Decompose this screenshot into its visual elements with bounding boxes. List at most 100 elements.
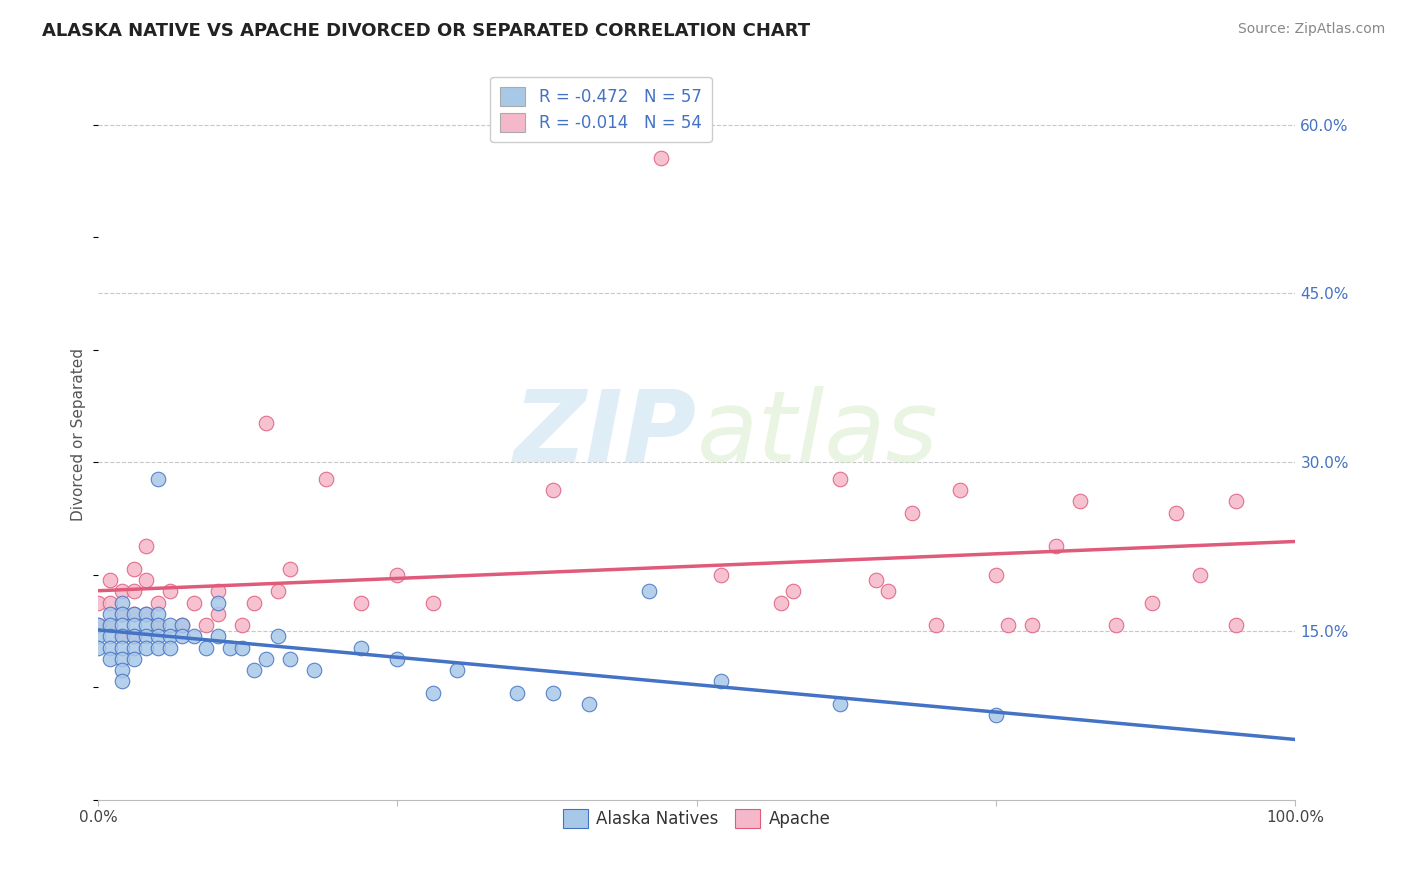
Point <box>1045 540 1067 554</box>
Point <box>710 567 733 582</box>
Point <box>194 618 217 632</box>
Point <box>901 506 924 520</box>
Point <box>207 584 229 599</box>
Point <box>159 630 181 644</box>
Point <box>782 584 804 599</box>
Point <box>278 562 301 576</box>
Point <box>111 652 134 666</box>
Point <box>266 630 288 644</box>
Point <box>830 697 852 711</box>
Point <box>350 596 373 610</box>
Point <box>997 618 1019 632</box>
Point <box>710 674 733 689</box>
Text: ALASKA NATIVE VS APACHE DIVORCED OR SEPARATED CORRELATION CHART: ALASKA NATIVE VS APACHE DIVORCED OR SEPA… <box>42 22 810 40</box>
Point <box>146 630 169 644</box>
Point <box>135 618 157 632</box>
Point <box>98 573 121 587</box>
Point <box>111 640 134 655</box>
Point <box>122 640 145 655</box>
Point <box>865 573 887 587</box>
Text: Source: ZipAtlas.com: Source: ZipAtlas.com <box>1237 22 1385 37</box>
Point <box>254 652 277 666</box>
Point <box>218 640 240 655</box>
Point <box>1069 494 1091 508</box>
Point <box>98 640 121 655</box>
Point <box>183 630 205 644</box>
Point <box>278 652 301 666</box>
Point <box>1140 596 1163 610</box>
Point <box>135 607 157 621</box>
Point <box>146 618 169 632</box>
Point <box>254 416 277 430</box>
Point <box>1021 618 1043 632</box>
Point <box>135 640 157 655</box>
Point <box>984 567 1007 582</box>
Point <box>159 618 181 632</box>
Point <box>122 618 145 632</box>
Point <box>387 652 409 666</box>
Point <box>135 607 157 621</box>
Point <box>111 630 134 644</box>
Point <box>122 652 145 666</box>
Point <box>170 618 193 632</box>
Point <box>135 573 157 587</box>
Point <box>111 584 134 599</box>
Point <box>350 640 373 655</box>
Point <box>87 596 110 610</box>
Point <box>183 596 205 610</box>
Point <box>87 630 110 644</box>
Point <box>231 640 253 655</box>
Point <box>111 663 134 677</box>
Point <box>242 663 264 677</box>
Point <box>87 618 110 632</box>
Point <box>122 630 145 644</box>
Point <box>87 618 110 632</box>
Point <box>122 630 145 644</box>
Point <box>769 596 792 610</box>
Point <box>302 663 325 677</box>
Point <box>98 618 121 632</box>
Point <box>122 607 145 621</box>
Point <box>159 584 181 599</box>
Point <box>146 640 169 655</box>
Point <box>146 596 169 610</box>
Point <box>506 686 529 700</box>
Point <box>170 618 193 632</box>
Point <box>1164 506 1187 520</box>
Point <box>242 596 264 610</box>
Point <box>541 686 564 700</box>
Point <box>877 584 900 599</box>
Point <box>578 697 600 711</box>
Point <box>146 607 169 621</box>
Point <box>98 630 121 644</box>
Point <box>650 152 672 166</box>
Point <box>207 596 229 610</box>
Point <box>146 472 169 486</box>
Point <box>98 596 121 610</box>
Point <box>984 708 1007 723</box>
Point <box>637 584 659 599</box>
Point <box>159 640 181 655</box>
Point <box>266 584 288 599</box>
Point <box>111 596 134 610</box>
Point <box>111 618 134 632</box>
Point <box>135 540 157 554</box>
Point <box>122 607 145 621</box>
Point <box>541 483 564 498</box>
Point <box>387 567 409 582</box>
Point <box>111 607 134 621</box>
Point <box>422 686 444 700</box>
Point <box>194 640 217 655</box>
Point <box>231 618 253 632</box>
Point <box>422 596 444 610</box>
Y-axis label: Divorced or Separated: Divorced or Separated <box>72 348 86 521</box>
Point <box>98 607 121 621</box>
Point <box>111 674 134 689</box>
Point <box>111 607 134 621</box>
Point <box>122 584 145 599</box>
Point <box>830 472 852 486</box>
Point <box>949 483 972 498</box>
Text: atlas: atlas <box>697 385 938 483</box>
Point <box>146 618 169 632</box>
Point <box>1188 567 1211 582</box>
